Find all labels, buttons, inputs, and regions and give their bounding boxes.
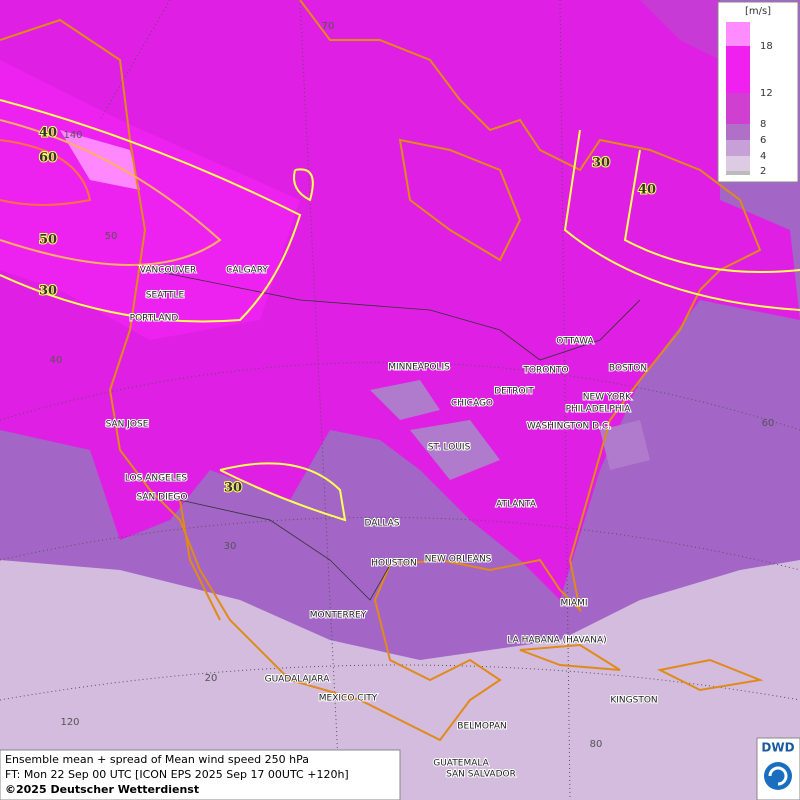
- city-label: SAN DIEGO: [137, 493, 188, 503]
- field-patch: [370, 380, 650, 480]
- city-label: ST. LOUIS: [428, 443, 471, 453]
- field-jet: [0, 60, 300, 340]
- city-label: DALLAS: [364, 519, 399, 529]
- city-label: HOUSTON: [371, 559, 416, 569]
- city-label: CHICAGO: [451, 399, 493, 409]
- isotachs: [0, 99, 800, 522]
- city-label: PHILADELPHIA: [566, 405, 632, 415]
- field-low: [0, 560, 800, 800]
- city-label: PORTLAND: [130, 314, 179, 324]
- city-label: GUADALAJARA: [265, 675, 331, 685]
- city-label: GUATEMALA: [433, 759, 489, 769]
- city-label: SEATTLE: [146, 291, 185, 301]
- contour-label: 30: [39, 284, 57, 299]
- graticule-label: 40: [50, 355, 63, 366]
- city-label: MINNEAPOLIS: [388, 363, 450, 373]
- logo: DWD: [756, 737, 800, 800]
- graticule-label: 70: [322, 21, 335, 32]
- graticule-label: 50: [105, 231, 118, 242]
- legend-level: 2: [760, 166, 766, 177]
- legend-unit: [m/s]: [745, 6, 771, 17]
- coastline: [0, 0, 764, 742]
- city-label: MEXICO CITY: [319, 694, 378, 704]
- city-label: SAN SALVADOR: [446, 770, 516, 780]
- graticule-label: 30: [224, 541, 237, 552]
- city-label: BELMOPAN: [457, 722, 506, 732]
- city-label: ATLANTA: [496, 500, 537, 510]
- footer: Ensemble mean + spread of Mean wind spee…: [0, 749, 401, 800]
- graticule-label: 120: [60, 717, 79, 728]
- legend-level: 12: [760, 88, 773, 99]
- graticule-label: 20: [205, 673, 218, 684]
- footer-line: FT: Mon 22 Sep 00 UTC [ICON EPS 2025 Sep…: [5, 768, 349, 781]
- city-label: LOS ANGELES: [125, 474, 188, 484]
- graticule-label: 60: [762, 418, 775, 429]
- city-label: MONTERREY: [310, 611, 367, 621]
- legend-level: 8: [760, 119, 766, 130]
- city-label: OTTAWA: [556, 337, 594, 347]
- logo-text: DWD: [761, 741, 794, 755]
- graticule-label: 80: [590, 739, 603, 750]
- city-label: MIAMI: [561, 599, 588, 609]
- city-label: BOSTON: [609, 364, 647, 374]
- contour-label: 50: [39, 233, 57, 248]
- legend: [m/s] 18 12 8 6 4 2: [717, 1, 799, 183]
- city-label: NEW YORK: [583, 393, 633, 403]
- footer-line: ©2025 Deutscher Wetterdienst: [5, 783, 199, 796]
- city-label: VANCOUVER: [140, 266, 197, 276]
- city-label: NEW ORLEANS: [425, 555, 492, 565]
- field-max: [60, 130, 140, 190]
- graticule-label: 140: [63, 130, 82, 141]
- contour-label: 40: [638, 183, 656, 198]
- city-label: LA HABANA (HAVANA): [507, 636, 606, 646]
- city-label: SAN JOSE: [106, 420, 149, 430]
- legend-level: 6: [760, 135, 766, 146]
- city-label: WASHINGTON D.C.: [527, 422, 611, 432]
- city-label: CALGARY: [226, 266, 268, 276]
- contour-label: 30: [224, 481, 242, 496]
- field-ne: [640, 0, 720, 60]
- city-label: TORONTO: [522, 366, 568, 376]
- city-label: DETROIT: [494, 387, 534, 397]
- legend-level: 4: [760, 151, 766, 162]
- borders: [149, 269, 641, 601]
- field-high: [0, 0, 800, 600]
- footer-line: Ensemble mean + spread of Mean wind spee…: [5, 753, 309, 766]
- legend-level: 18: [760, 41, 773, 52]
- contour-label: 40: [39, 126, 57, 141]
- contour-label: 60: [39, 151, 57, 166]
- contour-label: 30: [592, 156, 610, 171]
- city-label: KINGSTON: [610, 696, 657, 706]
